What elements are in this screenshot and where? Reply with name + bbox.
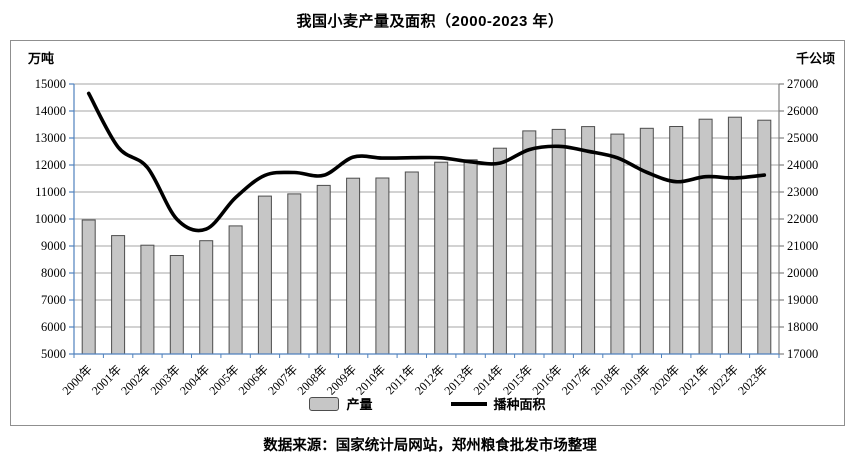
x-axis-year-label: 2003年 (148, 362, 183, 397)
bar (492, 147, 507, 355)
wheat-chart-svg: 5000 6000 7000 8000 9000 10000 11000 12000 13000… (35, 77, 819, 398)
bar (169, 255, 184, 355)
right-axis-tick-label: 27000 (787, 77, 818, 91)
bar (698, 118, 713, 355)
bar (551, 128, 566, 355)
left-axis-unit-label: 万吨 (28, 51, 55, 66)
bar (757, 119, 772, 355)
right-axis-tick-label: 21000 (787, 239, 818, 253)
x-axis-year-label: 2018年 (588, 362, 623, 397)
bar (81, 219, 96, 355)
x-axis-year-label: 2013年 (441, 362, 476, 397)
bar (346, 177, 361, 355)
left-axis-tick-label: 9000 (41, 239, 66, 253)
left-axis-tick-label: 8000 (41, 266, 66, 280)
x-axis-year-label: 2000年 (59, 362, 94, 397)
right-axis-tick-label: 20000 (787, 266, 818, 280)
bar (404, 171, 419, 355)
right-axis-tick-label: 22000 (787, 212, 818, 226)
bar (727, 116, 742, 355)
legend-item-production: 产量 (309, 394, 373, 413)
left-axis-tick-label: 5000 (41, 347, 66, 361)
x-axis-year-label: 2010年 (353, 362, 388, 397)
bar (287, 193, 302, 355)
x-axis-year-label: 2020年 (647, 362, 682, 397)
line-swatch-icon (450, 401, 487, 406)
right-axis-tick-label: 17000 (787, 347, 818, 361)
bar (375, 177, 390, 355)
left-axis-tick-label: 6000 (41, 320, 66, 334)
legend-item-sown-area: 播种面积 (450, 394, 546, 413)
x-axis-year-label: 2001年 (89, 362, 124, 397)
x-axis-year-label: 2006年 (236, 362, 271, 397)
left-axis-tick-label: 11000 (35, 185, 66, 199)
x-axis-year-label: 2011年 (383, 362, 418, 397)
x-axis-year-label: 2014年 (471, 362, 506, 397)
sown-area-line (86, 91, 767, 233)
bar (140, 244, 155, 355)
right-axis-tick-label: 18000 (787, 320, 818, 334)
x-axis-year-label: 2012年 (412, 362, 447, 397)
x-axis-year-label: 2017年 (559, 362, 594, 397)
left-axis-tick-label: 13000 (35, 131, 66, 145)
page-title: 我国小麦产量及面积（2000-2023 年） (296, 13, 564, 30)
bar (463, 159, 478, 355)
x-axis-year-label: 2005年 (206, 362, 241, 397)
x-axis-year-label: 2022年 (706, 362, 741, 397)
x-axis-year-label: 2007年 (265, 362, 300, 397)
data-source-note: 数据来源：国家统计局网站，郑州粮食批发市场整理 (263, 438, 597, 454)
x-axis-year-label: 2021年 (676, 362, 711, 397)
x-axis-year-label: 2023年 (735, 362, 770, 397)
chart-legend: 产量 播种面积 (11, 394, 844, 413)
right-axis-tick-label: 23000 (787, 185, 818, 199)
bar (669, 126, 684, 355)
right-axis-unit-label: 千公顷 (795, 51, 835, 66)
x-axis-year-label: 2004年 (177, 362, 212, 397)
right-axis-tick-label: 19000 (787, 293, 818, 307)
bar (199, 240, 214, 355)
x-axis-year-label: 2008年 (294, 362, 329, 397)
x-axis-year-label: 2002年 (118, 362, 153, 397)
right-axis-tick-label: 24000 (787, 158, 818, 172)
x-axis-year-label: 2009年 (324, 362, 359, 397)
bar (434, 161, 449, 355)
bar-swatch-icon (309, 396, 340, 411)
left-axis-tick-label: 10000 (35, 212, 66, 226)
legend-label-production: 产量 (346, 397, 373, 412)
left-axis-tick-label: 7000 (41, 293, 66, 307)
legend-label-sown-area: 播种面积 (493, 397, 546, 412)
bar (610, 133, 625, 355)
right-axis-tick-label: 26000 (787, 104, 818, 118)
right-axis-tick-label: 25000 (787, 131, 818, 145)
x-axis-year-label: 2019年 (618, 362, 653, 397)
bar (111, 235, 126, 355)
bar (639, 127, 654, 355)
bar (228, 225, 243, 355)
bar (257, 195, 272, 355)
x-axis-year-label: 2016年 (529, 362, 564, 397)
bar (316, 184, 331, 355)
bar (581, 126, 596, 355)
chart-frame: 万吨 千公顷 5000 6000 7000 8000 9000 10000 11000 120… (10, 40, 845, 426)
left-axis-tick-label: 15000 (35, 77, 66, 91)
left-axis-tick-label: 12000 (35, 158, 66, 172)
x-axis-year-label: 2015年 (500, 362, 535, 397)
left-axis-tick-label: 14000 (35, 104, 66, 118)
bar (522, 130, 537, 355)
